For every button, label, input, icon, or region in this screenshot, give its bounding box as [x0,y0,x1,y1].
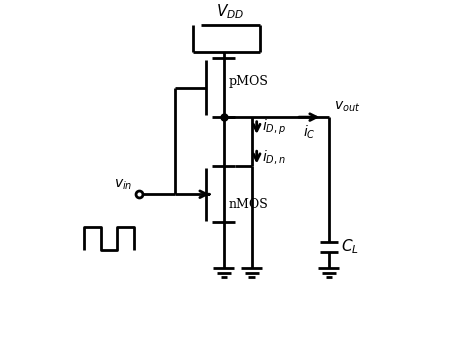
Text: $v_{out}$: $v_{out}$ [334,99,360,114]
Text: $i_{D,n}$: $i_{D,n}$ [262,148,285,166]
Text: pMOS: pMOS [229,74,269,88]
Text: $i_C$: $i_C$ [303,124,316,141]
Text: $C_L$: $C_L$ [341,237,359,256]
Text: $V_{DD}$: $V_{DD}$ [216,3,245,21]
Text: $i_{D,p}$: $i_{D,p}$ [262,118,286,137]
Text: nMOS: nMOS [229,197,269,211]
Text: $v_{in}$: $v_{in}$ [114,177,132,192]
